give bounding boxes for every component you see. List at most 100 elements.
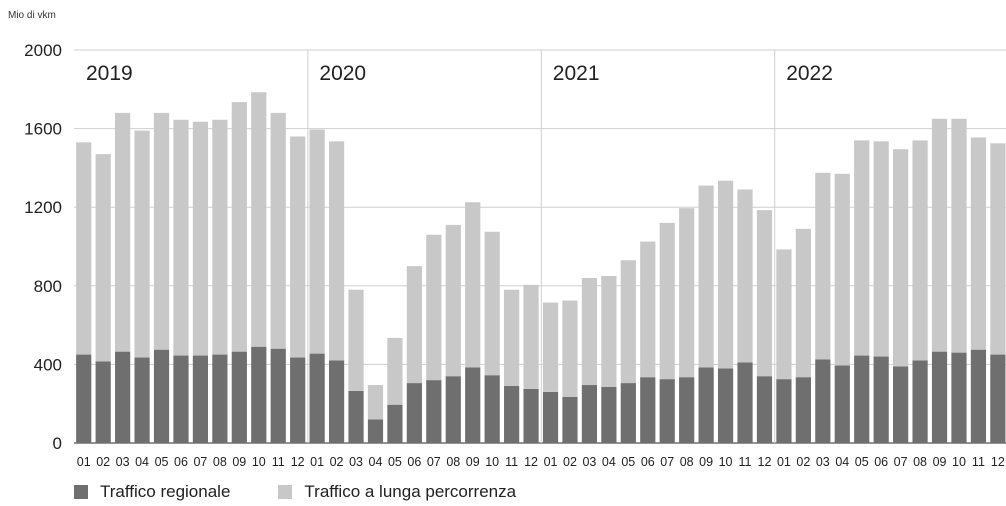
bar-long-distance	[387, 337, 403, 405]
x-axis-ticks: 01 02 03 04 05 06 07 08 09 10 11 12 01 02 03 04 05 06 07 08…	[77, 455, 1005, 469]
bar-long-distance	[717, 180, 734, 369]
bar-regional	[328, 360, 345, 443]
x-tick-label: 08	[446, 455, 460, 469]
bar-long-distance	[581, 277, 598, 386]
bar-long-distance	[523, 284, 539, 389]
x-tick-label: 04	[135, 455, 149, 469]
bar-regional	[893, 366, 909, 443]
legend-swatch-regional	[74, 485, 88, 499]
x-tick-label: 06	[174, 455, 188, 469]
bar-long-distance	[95, 154, 111, 362]
y-tick-label: 2000	[24, 41, 62, 60]
bars	[76, 92, 1006, 443]
bar-long-distance	[931, 118, 948, 352]
bar-regional	[445, 376, 461, 443]
x-tick-label: 06	[641, 455, 655, 469]
bar-regional	[348, 390, 364, 443]
bar-long-distance	[756, 210, 773, 377]
bar-regional	[990, 354, 1006, 443]
legend-label-regional: Traffico regionale	[100, 482, 231, 501]
bar-long-distance	[309, 129, 325, 354]
legend: Traffico regionale Traffico a lunga perc…	[74, 482, 564, 502]
bar-long-distance	[951, 118, 967, 353]
bar-regional	[270, 348, 286, 443]
bar-long-distance	[679, 208, 695, 378]
y-tick-label: 0	[53, 434, 62, 453]
x-tick-label: 04	[835, 455, 849, 469]
bar-regional	[640, 377, 656, 443]
bar-long-distance	[212, 119, 228, 355]
bar-regional	[76, 354, 92, 443]
bar-long-distance	[776, 249, 792, 380]
year-label: 2021	[553, 62, 600, 85]
y-tick-label: 1600	[24, 120, 62, 139]
bar-long-distance	[640, 241, 656, 378]
x-tick-label: 10	[252, 455, 266, 469]
bar-regional	[542, 391, 559, 443]
bar-regional	[290, 357, 306, 443]
y-tick-label: 400	[34, 355, 62, 374]
x-tick-label: 06	[407, 455, 421, 469]
x-tick-label: 07	[193, 455, 207, 469]
bar-long-distance	[76, 142, 92, 355]
bar-long-distance	[465, 202, 481, 368]
bar-regional	[873, 356, 889, 443]
bar-long-distance	[815, 172, 831, 360]
y-axis-unit-label: Mio di vkm	[8, 10, 56, 21]
year-label: 2020	[319, 62, 366, 85]
bar-regional	[601, 386, 617, 443]
x-tick-label: 05	[155, 455, 169, 469]
bar-long-distance	[484, 231, 500, 376]
bar-regional	[951, 352, 967, 443]
bar-regional	[970, 349, 987, 443]
x-tick-label: 07	[427, 455, 441, 469]
bar-regional	[854, 355, 870, 443]
bar-long-distance	[912, 140, 928, 361]
x-tick-label: 01	[777, 455, 791, 469]
bar-long-distance	[134, 130, 150, 358]
bar-long-distance	[620, 260, 636, 384]
x-tick-label: 02	[330, 455, 344, 469]
bar-regional	[698, 367, 714, 443]
x-tick-label: 11	[972, 455, 985, 469]
x-tick-label: 11	[505, 455, 518, 469]
year-labels: 2019 2020 2021 2022	[86, 62, 833, 85]
bar-regional	[231, 351, 247, 443]
bar-regional	[679, 377, 695, 443]
x-tick-label: 11	[272, 455, 285, 469]
bar-long-distance	[834, 173, 850, 366]
bar-regional	[504, 386, 520, 443]
bar-long-distance	[854, 140, 870, 356]
x-tick-label: 12	[758, 455, 772, 469]
bar-regional	[776, 379, 792, 443]
bar-regional	[484, 375, 500, 443]
x-tick-label: 12	[291, 455, 305, 469]
x-tick-label: 03	[816, 455, 830, 469]
bar-regional	[815, 359, 831, 443]
x-tick-label: 12	[991, 455, 1005, 469]
x-tick-label: 01	[544, 455, 558, 469]
x-tick-label: 06	[874, 455, 888, 469]
bar-regional	[426, 380, 442, 443]
bar-long-distance	[970, 137, 987, 350]
y-tick-label: 800	[34, 277, 62, 296]
bar-long-distance	[290, 136, 306, 358]
legend-item-regional: Traffico regionale	[74, 482, 230, 502]
x-tick-label: 04	[602, 455, 616, 469]
x-tick-label: 03	[349, 455, 363, 469]
bar-long-distance	[231, 102, 247, 352]
bar-long-distance	[445, 224, 461, 377]
bar-long-distance	[115, 112, 131, 352]
bar-long-distance	[251, 92, 267, 347]
x-tick-label: 08	[680, 455, 694, 469]
y-axis-ticks: 0 400 800 1200 1600 2000	[24, 41, 62, 453]
x-tick-label: 09	[699, 455, 713, 469]
legend-item-long-distance: Traffico a lunga percorrenza	[278, 482, 516, 502]
bar-long-distance	[601, 275, 617, 387]
x-tick-label: 05	[388, 455, 402, 469]
bar-regional	[212, 354, 228, 443]
bar-long-distance	[873, 141, 889, 357]
bar-long-distance	[795, 228, 811, 378]
bar-regional	[523, 388, 539, 443]
